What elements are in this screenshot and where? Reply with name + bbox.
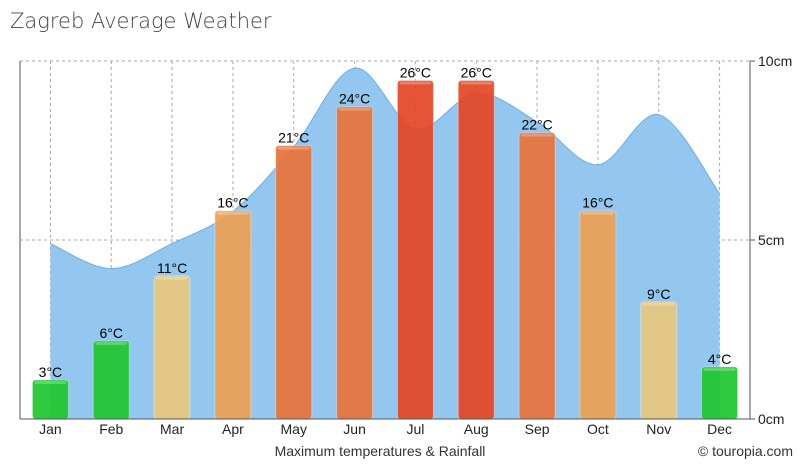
bar-highlight <box>460 81 493 85</box>
x-tick-label: Jan <box>39 421 62 437</box>
bar-highlight <box>34 380 67 384</box>
x-tick-label: Dec <box>707 421 732 437</box>
x-axis-ticks: Jan Feb Mar Apr May Jun Jul Aug Sep Oct Nov Dec <box>39 421 732 437</box>
temperature-bars: 3°C 6°C 11°C 16°C 21°C 24°C 26°C 26°C 22°C 16°C 9°… <box>31 65 739 420</box>
y-tick-label: 10cm <box>758 53 792 69</box>
temperature-bar <box>275 145 313 420</box>
y-tick-label: 0cm <box>758 411 784 427</box>
bar-value-label: 26°C <box>461 65 492 81</box>
x-tick-label: Jul <box>406 421 424 437</box>
x-tick-label: May <box>281 421 307 437</box>
temperature-bar <box>518 132 556 420</box>
bar-highlight <box>703 367 736 371</box>
x-tick-label: Sep <box>525 421 550 437</box>
temperature-bar <box>214 210 252 420</box>
chart-title: Zagreb Average Weather <box>10 9 272 33</box>
bar-highlight <box>95 341 128 345</box>
temperature-bar <box>701 366 739 420</box>
temperature-bar <box>92 340 130 420</box>
temperature-bar <box>31 379 69 420</box>
credit-text: © touropia.com <box>698 443 793 459</box>
bar-highlight <box>581 211 614 215</box>
temperature-bar <box>396 80 434 420</box>
temperature-bar <box>457 80 495 420</box>
bar-value-label: 26°C <box>400 65 431 81</box>
bar-value-label: 6°C <box>100 325 124 341</box>
x-axis-label: Maximum temperatures & Rainfall <box>275 443 486 459</box>
bar-value-label: 16°C <box>582 195 613 211</box>
temperature-bar <box>579 210 617 420</box>
bar-value-label: 16°C <box>217 195 248 211</box>
rainfall-area <box>50 67 720 419</box>
bar-value-label: 22°C <box>521 117 552 133</box>
bar-value-label: 24°C <box>339 91 370 107</box>
temperature-bar <box>640 301 678 420</box>
x-tick-label: Aug <box>464 421 489 437</box>
bar-value-label: 9°C <box>647 286 671 302</box>
bar-value-label: 11°C <box>157 260 187 276</box>
bar-highlight <box>277 146 310 150</box>
bar-highlight <box>338 107 371 111</box>
bar-highlight <box>156 276 189 280</box>
y-axis-ticks: 10cm 5cm 0cm <box>750 53 792 427</box>
y-tick-label: 5cm <box>758 232 784 248</box>
bar-highlight <box>521 133 554 137</box>
rainfall-area-line <box>50 67 720 270</box>
x-tick-label: Oct <box>587 421 609 437</box>
x-tick-label: Feb <box>99 421 123 437</box>
bar-value-label: 4°C <box>708 351 732 367</box>
x-tick-label: Nov <box>646 421 671 437</box>
temperature-bar <box>336 106 374 420</box>
bar-highlight <box>642 302 675 306</box>
x-tick-label: Jun <box>343 421 366 437</box>
bar-value-label: 21°C <box>278 130 309 146</box>
rainfall-area-fill <box>50 68 720 419</box>
bar-highlight <box>216 211 249 215</box>
temperature-bar <box>153 275 191 420</box>
bar-value-label: 3°C <box>39 364 63 380</box>
x-tick-label: Mar <box>160 421 184 437</box>
x-tick-label: Apr <box>222 421 244 437</box>
bar-highlight <box>399 81 432 85</box>
